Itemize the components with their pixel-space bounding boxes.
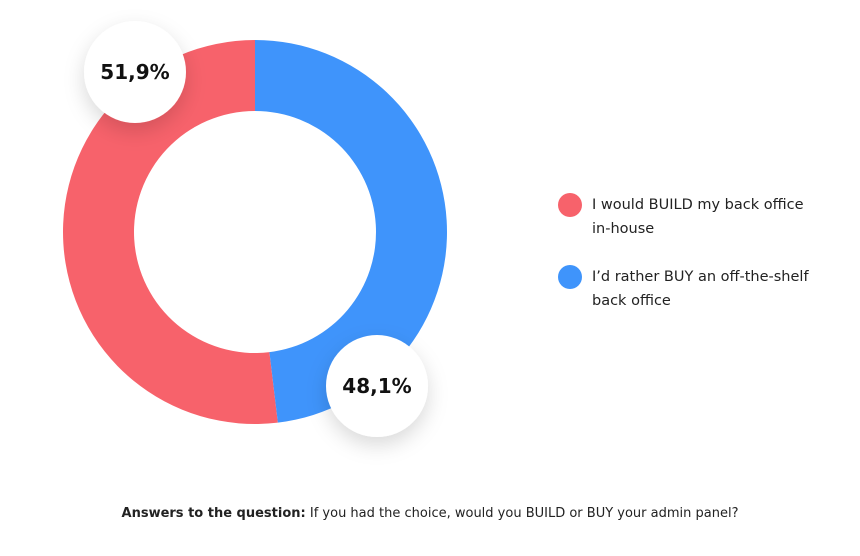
legend-item: I would BUILD my back office in-house	[558, 193, 818, 241]
slice	[63, 40, 278, 424]
label-bubble	[84, 21, 186, 123]
legend-item: I’d rather BUY an off-the-shelf back off…	[558, 265, 818, 313]
donut-chart: 51,9% 48,1%	[63, 21, 448, 437]
caption-label: Answers to the question:	[121, 506, 306, 521]
value-label: 48,1%	[342, 374, 411, 398]
caption: Answers to the question: If you had the …	[0, 506, 860, 521]
value-label: 51,9%	[100, 60, 169, 84]
legend-label: I’d rather BUY an off-the-shelf back off…	[592, 269, 809, 309]
slice	[255, 40, 448, 423]
caption-text: If you had the choice, would you BUILD o…	[309, 506, 739, 521]
legend-label: I would BUILD my back office in-house	[592, 197, 804, 237]
legend-swatch	[558, 193, 582, 217]
legend-swatch	[558, 265, 582, 289]
label-bubble	[326, 335, 428, 437]
